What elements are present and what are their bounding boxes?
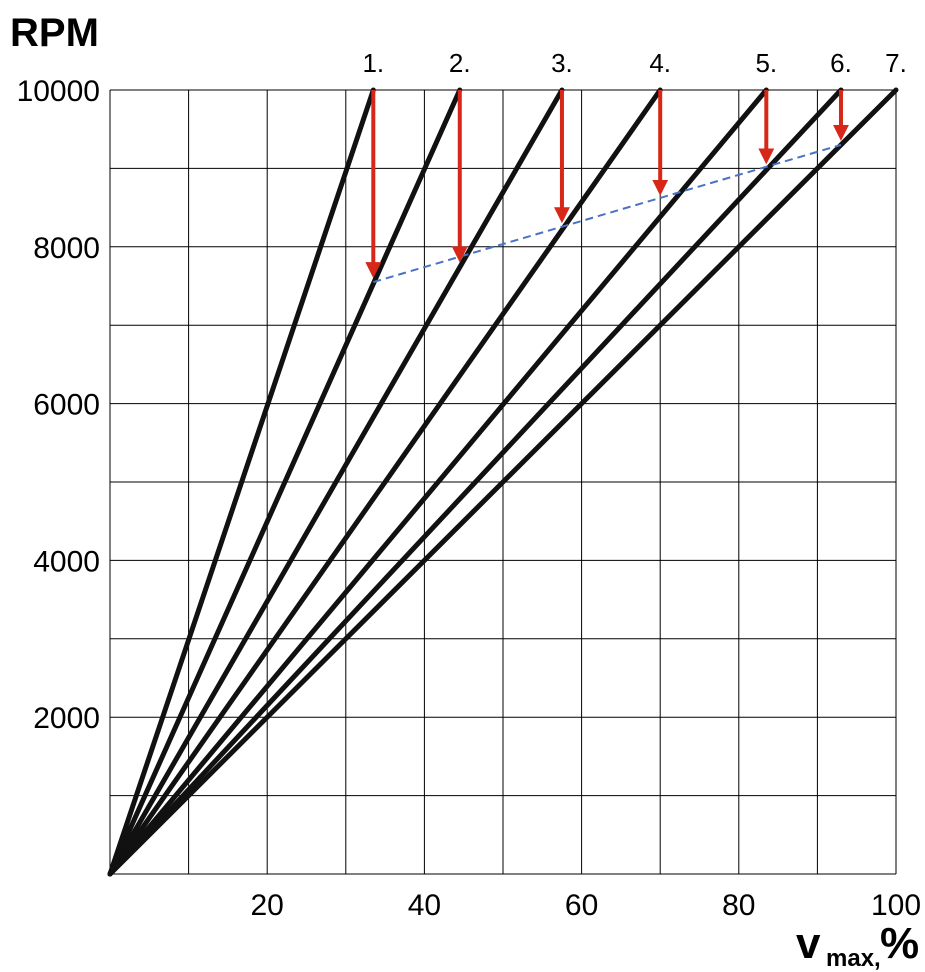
x-tick-label: 60	[565, 889, 598, 922]
gear-line	[107, 87, 899, 877]
gear-label: 7.	[885, 48, 907, 78]
y-tick-label: 2000	[33, 702, 100, 735]
gear-line	[107, 87, 376, 877]
tick-labels: 20 40 60 80 100 2000 4000 6000 8000 10000	[17, 75, 921, 922]
x-axis-label-unit: %	[880, 919, 919, 968]
gear-label: 6.	[830, 48, 852, 78]
gear-lines	[107, 87, 899, 877]
x-axis-label-sub: max,	[826, 945, 881, 972]
x-tick-label: 20	[251, 889, 284, 922]
gear-line	[107, 87, 463, 877]
y-axis-label: RPM	[10, 11, 99, 55]
x-tick-label: 100	[871, 889, 921, 922]
y-tick-label: 6000	[33, 389, 100, 422]
x-tick-label: 80	[722, 889, 755, 922]
x-tick-label: 40	[408, 889, 441, 922]
y-tick-label: 4000	[33, 545, 100, 578]
y-tick-label: 10000	[17, 75, 100, 108]
gear-label: 2.	[449, 48, 471, 78]
gear-line	[107, 87, 844, 877]
x-axis-label: v max, %	[796, 919, 919, 972]
gear-line	[107, 87, 565, 877]
shift-trend-line	[373, 143, 842, 284]
shift-trend	[373, 143, 842, 284]
shift-arrows	[365, 90, 849, 279]
gear-label: 3.	[551, 48, 573, 78]
gear-line	[107, 87, 769, 877]
gear-label: 1.	[362, 48, 384, 78]
gear-label: 4.	[649, 48, 671, 78]
gear-labels: 1. 2. 3. 4. 5. 6. 7.	[362, 48, 906, 78]
x-axis-label-main: v	[796, 919, 821, 968]
y-tick-label: 8000	[33, 232, 100, 265]
gear-label: 5.	[755, 48, 777, 78]
